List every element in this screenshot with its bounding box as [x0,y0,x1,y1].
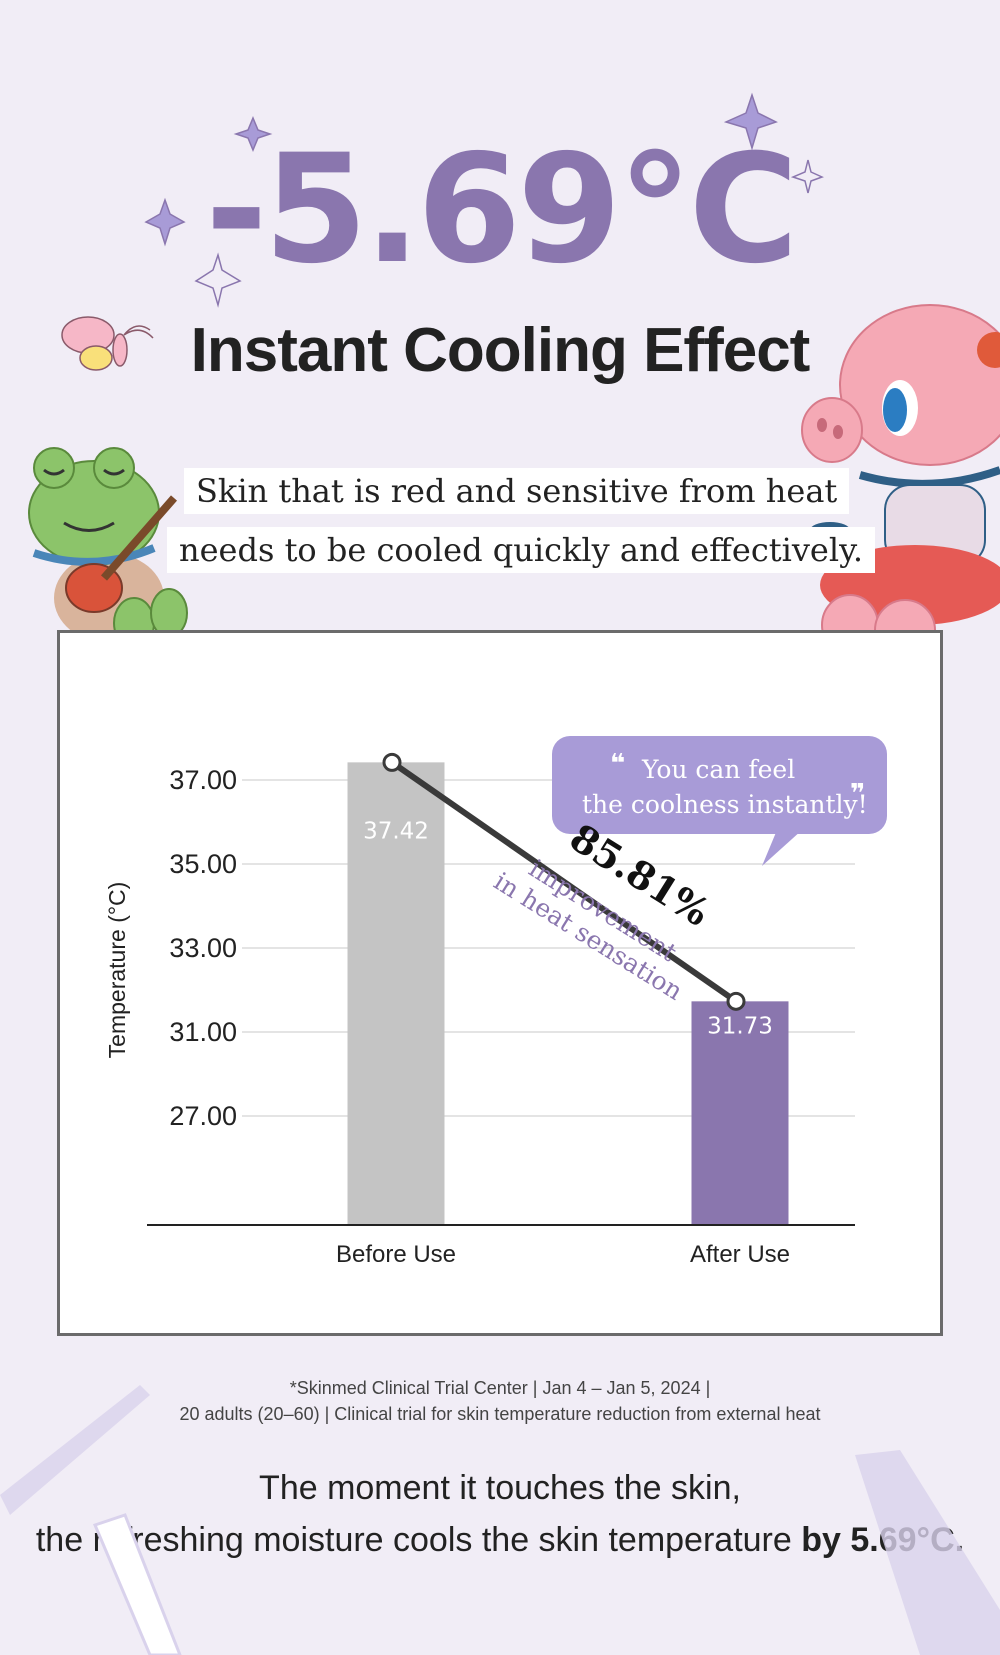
y-tick-label: 37.00 [169,765,237,795]
callout-line-1: You can feel [641,755,795,784]
sparkle-icon [144,197,186,247]
close-quote-icon: ❞ [850,779,865,809]
y-tick-label: 33.00 [169,933,237,963]
sparkle-icon [233,116,273,152]
pen-decoration [0,1385,1000,1655]
y-tick-label: 35.00 [169,849,237,879]
callout-line-2: the coolness instantly! [582,790,868,819]
y-axis-label: Temperature (°C) [104,882,130,1059]
x-tick-labels: Before Use After Use [336,1241,790,1268]
open-quote-icon: ❝ [610,749,625,779]
hero-temperature-value: -5.69°C [205,123,798,297]
frog-with-ukulele-illustration [28,447,188,648]
footnote-line-1: *Skinmed Clinical Trial Center | Jan 4 –… [289,1378,711,1398]
page-title: Instant Cooling Effect [190,316,811,385]
x-tick-label: Before Use [336,1241,456,1268]
sparkles-decoration [144,92,824,308]
bar-value-label: 31.73 [707,1013,773,1039]
y-tick-labels: 37.00 35.00 33.00 31.00 27.00 [169,765,237,1131]
trend-line-segment [390,759,738,1004]
subtext-line-1: Skin that is red and sensitive from heat [184,468,850,514]
y-tick-label: 27.00 [169,1101,237,1131]
bar [347,762,445,1225]
bars: 37.42 31.73 [347,762,789,1225]
footnote-line-2: 20 adults (20–60) | Clinical trial for s… [179,1404,821,1424]
bar-value-label: 37.42 [363,818,429,844]
y-tick-label: 31.00 [169,1017,237,1047]
trend-line [382,752,746,1011]
trend-point [382,752,402,772]
x-tick-label: After Use [690,1241,790,1268]
subtext-line-2: needs to be cooled quickly and effective… [167,527,876,573]
closing-line-1: The moment it touches the skin, [259,1469,741,1507]
temperature-bar-chart: 37.00 35.00 33.00 31.00 27.00 Temperature (°… [104,736,887,1268]
bar [691,1001,789,1225]
trend-point [726,991,746,1011]
butterfly-icon [61,316,154,371]
footnote: *Skinmed Clinical Trial Center | Jan 4 –… [0,1375,1000,1427]
sparkle-icon [723,92,778,151]
sparkle-icon [790,159,824,194]
closing-line-2-text: the refreshing moisture cools the skin t… [35,1521,802,1559]
sparkle-icon [194,252,242,308]
callout-bubble: ❝ You can feel the coolness instantly! ❞ [552,736,887,866]
